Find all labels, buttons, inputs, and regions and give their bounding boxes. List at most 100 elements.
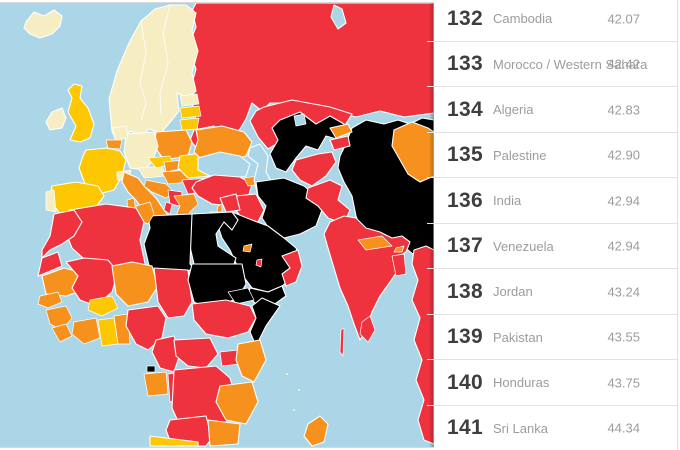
country-india[interactable] (323, 215, 411, 341)
country-score: 42.42 (607, 56, 640, 72)
country-belgium[interactable] (105, 139, 123, 150)
ranking-panel: 132 Cambodia 42.07 133 Morocco / Western… (427, 0, 678, 450)
country-netherlands[interactable] (112, 125, 129, 141)
country-score: 44.34 (607, 420, 640, 436)
country-ivory-coast[interactable] (71, 317, 101, 345)
country-croatia[interactable] (143, 179, 175, 199)
ranking-row[interactable]: 133 Morocco / Western Sahara 42.42 (427, 41, 677, 87)
country-kenya[interactable] (235, 339, 267, 383)
country-qatar[interactable] (255, 258, 263, 268)
panel-left-shadow (429, 3, 434, 447)
country-afghanistan[interactable] (291, 151, 337, 187)
country-name: Venezuela (493, 238, 554, 254)
country-niger[interactable] (111, 261, 159, 307)
country-liberia[interactable] (51, 323, 73, 343)
island-speck (298, 389, 300, 391)
aral-sea (293, 113, 307, 127)
country-name: Pakistan (493, 329, 543, 345)
country-somalia[interactable] (249, 297, 281, 347)
country-portugal[interactable] (45, 189, 57, 213)
country-tanzania[interactable] (215, 381, 259, 425)
country-iceland[interactable] (23, 9, 63, 39)
island-speck (286, 373, 288, 375)
country-bangladesh[interactable] (391, 253, 407, 277)
country-lithuania[interactable] (179, 117, 200, 131)
rank-number: 133 (447, 52, 483, 76)
country-togo-benin[interactable] (113, 313, 131, 345)
map-bottom-border (0, 447, 434, 448)
rank-number: 139 (447, 325, 483, 349)
country-angola[interactable] (165, 415, 213, 447)
ranking-row[interactable]: 134 Algeria 42.83 (427, 87, 677, 133)
country-kyrgyzstan[interactable] (329, 123, 353, 139)
country-madagascar[interactable] (303, 415, 329, 447)
country-mongolia[interactable] (391, 121, 434, 183)
lake-white-sea (330, 4, 347, 30)
country-morocco[interactable] (41, 209, 83, 259)
country-score: 42.83 (607, 102, 640, 118)
country-latvia[interactable] (179, 105, 202, 119)
country-equatorial-guinea[interactable] (146, 365, 156, 373)
island-speck (293, 409, 295, 411)
country-score: 42.07 (607, 11, 640, 27)
country-name: Palestine (493, 147, 547, 163)
country-name: Algeria (493, 102, 534, 118)
country-bhutan[interactable] (393, 245, 405, 253)
country-albania[interactable] (163, 201, 173, 215)
ranking-row[interactable]: 140 Honduras 43.75 (427, 360, 677, 406)
black-sea (197, 151, 251, 181)
world-map[interactable] (0, 3, 434, 447)
country-senegal[interactable] (37, 291, 63, 309)
rank-number: 138 (447, 279, 483, 303)
country-united-kingdom[interactable] (67, 83, 95, 143)
country-score: 43.75 (607, 375, 640, 391)
country-name: Morocco / Western Sahara (493, 56, 648, 72)
rank-number: 140 (447, 370, 483, 394)
country-name: Sri Lanka (493, 420, 548, 436)
rank-number: 136 (447, 188, 483, 212)
ranking-row[interactable]: 141 Sri Lanka 44.34 (427, 405, 677, 450)
region-myanmar-southeast-asia[interactable] (411, 245, 434, 445)
country-libya[interactable] (143, 213, 195, 273)
country-score: 43.24 (607, 284, 640, 300)
country-iran[interactable] (255, 177, 323, 239)
country-russia[interactable] (187, 3, 434, 150)
country-estonia[interactable] (179, 93, 200, 107)
rank-number: 135 (447, 143, 483, 167)
rank-number: 132 (447, 6, 483, 30)
country-namibia[interactable] (149, 435, 199, 447)
ranking-row[interactable]: 136 India 42.94 (427, 178, 677, 224)
scandinavia-internal-border (139, 4, 171, 122)
country-egypt[interactable] (187, 211, 239, 265)
country-tajikistan[interactable] (329, 135, 351, 151)
country-eritrea[interactable] (227, 287, 255, 305)
country-gabon[interactable] (143, 371, 169, 397)
country-nepal[interactable] (357, 235, 393, 251)
country-uzbekistan-turkmenistan[interactable] (269, 111, 345, 173)
ranking-row[interactable]: 132 Cambodia 42.07 (427, 0, 677, 42)
country-oman-uae[interactable] (281, 249, 303, 287)
ranking-row[interactable]: 137 Venezuela 42.94 (427, 223, 677, 269)
country-score: 42.90 (607, 147, 640, 163)
ranking-row[interactable]: 139 Pakistan 43.55 (427, 314, 677, 360)
country-france[interactable] (78, 147, 127, 195)
country-zambia[interactable] (207, 419, 241, 447)
country-kuwait[interactable] (242, 243, 253, 253)
country-sri-lanka[interactable] (359, 315, 376, 343)
country-ireland[interactable] (45, 107, 67, 131)
country-score: 42.94 (607, 238, 640, 254)
ranking-list: 132 Cambodia 42.07 133 Morocco / Western… (427, 0, 677, 450)
country-germany[interactable] (123, 131, 159, 171)
country-ethiopia[interactable] (191, 299, 257, 339)
country-burkina-faso[interactable] (87, 295, 119, 317)
country-name: India (493, 193, 522, 209)
ranking-row[interactable]: 135 Palestine 42.90 (427, 132, 677, 178)
region-western-sahara[interactable] (37, 251, 63, 277)
ranking-row[interactable]: 138 Jordan 43.24 (427, 269, 677, 315)
country-maldives[interactable] (339, 327, 345, 357)
rank-number: 134 (447, 97, 483, 121)
country-score: 42.94 (607, 193, 640, 209)
country-syria[interactable] (219, 193, 241, 213)
country-chad[interactable] (153, 267, 193, 319)
